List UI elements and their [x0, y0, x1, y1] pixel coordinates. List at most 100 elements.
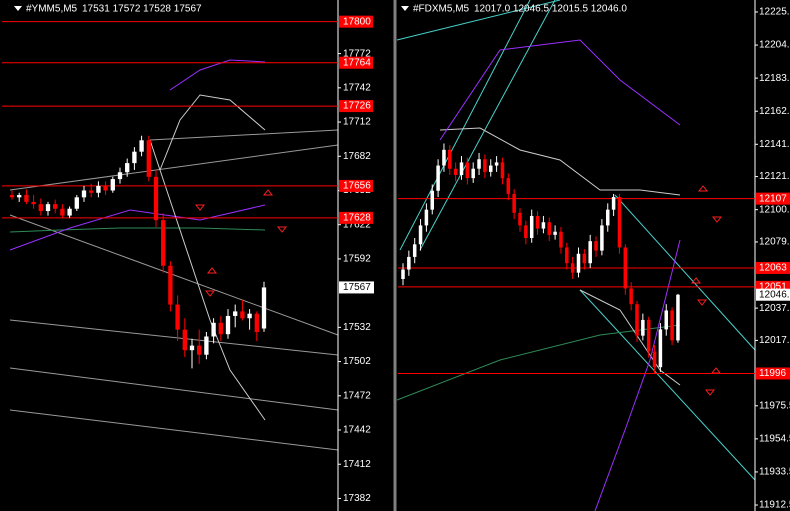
moving-average	[9, 204, 266, 251]
price-label: 11996	[759, 368, 787, 379]
candle-body	[547, 222, 552, 235]
y-tick-label: 11975.5	[759, 400, 790, 411]
arrow-down	[204, 290, 216, 297]
current-price-label: 17567	[343, 282, 371, 293]
price-label: 17656	[343, 181, 371, 192]
arrow-up	[262, 189, 274, 196]
candle-body	[418, 225, 423, 245]
y-tick-label: 17442	[343, 425, 371, 436]
trend-line	[9, 214, 339, 336]
price-label: 17764	[343, 57, 371, 68]
candle-body	[24, 195, 29, 202]
y-tick-label: 12204.5	[759, 40, 790, 51]
candle-body	[676, 294, 680, 341]
price-label: 17800	[343, 16, 371, 27]
candle-body	[412, 244, 417, 257]
arrow-up	[206, 267, 218, 274]
current-price-box	[756, 288, 790, 301]
y-tick-label: 12183.5	[759, 73, 790, 84]
candle-body	[617, 197, 622, 248]
arrows	[194, 185, 723, 396]
candle-body	[448, 149, 452, 169]
bollinger-band	[439, 39, 681, 141]
candle-body	[500, 162, 505, 179]
candle-body	[125, 163, 130, 173]
current-price-box	[339, 281, 374, 294]
candle-body	[233, 311, 238, 316]
price-label: 17726	[343, 101, 371, 112]
candle-body	[611, 197, 616, 210]
candle-body	[74, 197, 79, 209]
candle-body	[53, 204, 58, 209]
candle-body	[430, 190, 435, 210]
y-tick-label: 17742	[343, 82, 371, 93]
candle-body	[570, 263, 575, 273]
bollinger-band	[439, 127, 681, 196]
bollinger-band	[579, 289, 681, 386]
candle-body	[407, 256, 411, 270]
candle-body	[588, 241, 592, 264]
candle-body	[204, 336, 209, 355]
candle-body	[471, 168, 475, 179]
chart-title: #FDXM5,M5	[413, 4, 470, 15]
candle-body	[436, 165, 440, 191]
candle-body	[424, 209, 429, 226]
candle-body	[161, 220, 166, 266]
price-label-box	[339, 100, 373, 113]
candle-body	[623, 247, 628, 289]
price-label-box	[756, 261, 790, 274]
candle-body	[488, 165, 493, 172]
channel-line	[614, 194, 756, 351]
candle-body	[9, 195, 15, 198]
candle-body	[529, 215, 534, 239]
channel-line	[399, 0, 531, 251]
channel-line	[396, 0, 561, 41]
price-label-box	[339, 15, 373, 28]
chart-title: #YMM5,M5	[26, 4, 78, 15]
y-tick-label: 17502	[343, 356, 371, 367]
y-tick-label: 12162.5	[759, 106, 790, 117]
candle-body	[565, 247, 569, 264]
candle-body	[494, 162, 499, 166]
bollinger-band	[149, 139, 266, 421]
trend-line	[149, 129, 339, 141]
candle-body	[641, 319, 645, 336]
candle-body	[670, 310, 674, 341]
price-label: 17628	[343, 213, 371, 224]
y-tick-label: 17682	[343, 151, 371, 162]
candle-body	[110, 179, 115, 191]
candle-body	[658, 329, 663, 368]
y-tick-label: 17622	[343, 219, 371, 230]
candle-body	[600, 225, 604, 251]
y-tick-label: 17382	[343, 493, 371, 504]
candle-body	[652, 351, 657, 368]
candle-body	[139, 140, 144, 152]
y-tick-label: 17532	[343, 322, 371, 333]
price-label-box	[339, 56, 373, 69]
candle-body	[38, 204, 43, 212]
bollinger-band	[594, 239, 681, 511]
candle-body	[553, 231, 557, 235]
candle-body	[646, 319, 651, 352]
channel-line	[579, 289, 756, 481]
y-tick-label: 11912.5	[759, 500, 790, 511]
candle-body	[664, 310, 669, 330]
ohlc-text: 17531 17572 17528 17567	[82, 4, 202, 15]
candle-body	[594, 241, 598, 251]
candle-body	[89, 190, 94, 193]
price-label-box	[339, 211, 373, 224]
candle-body	[518, 212, 522, 226]
arrow-down	[194, 204, 206, 211]
candle-body	[218, 322, 223, 335]
bollinger-band	[169, 59, 266, 91]
y-tick-label: 12079.5	[759, 237, 790, 248]
candle-body	[117, 172, 123, 180]
candle-body	[453, 168, 458, 176]
candle-body	[189, 345, 195, 351]
candle-body	[401, 269, 405, 279]
candle-body	[31, 201, 36, 205]
candle-body	[96, 185, 101, 193]
y-tick-label: 17772	[343, 48, 371, 59]
arrow-down	[711, 216, 723, 223]
